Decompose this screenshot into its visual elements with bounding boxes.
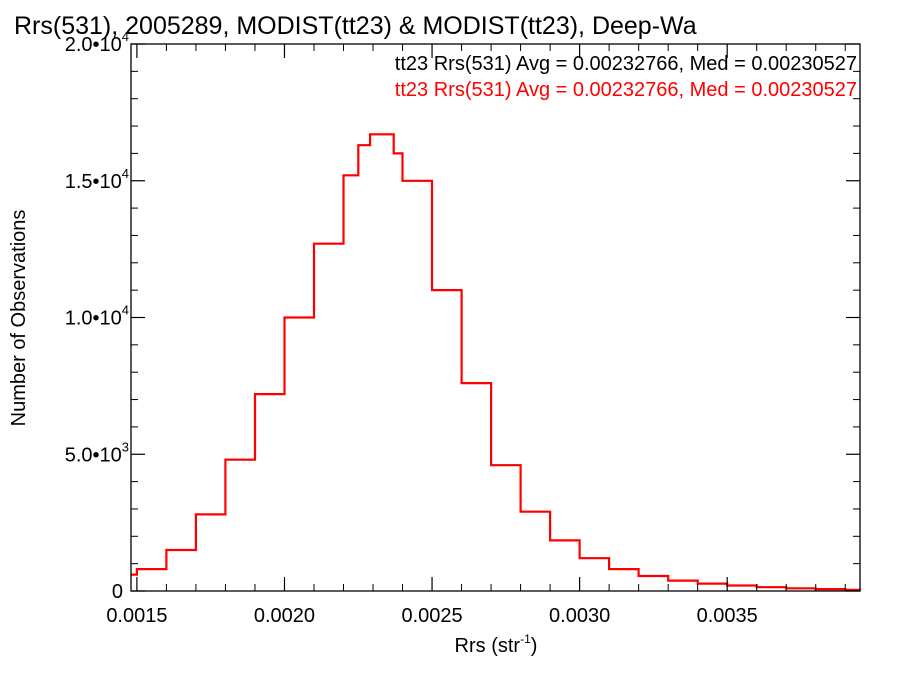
y-axis-label: Number of Observations [8, 210, 30, 427]
x-tick-label: 0.0030 [549, 605, 610, 627]
x-tick-label: 0.0020 [254, 605, 315, 627]
chart-title: Rrs(531), 2005289, MODIST(tt23) & MODIST… [14, 12, 697, 40]
plot-frame [130, 43, 861, 592]
y-tick-label: 5.0•103 [65, 439, 129, 466]
x-axis-label-text: Rrs (str [455, 635, 521, 657]
series-line-black [131, 133, 861, 591]
x-tick-label: 0.0035 [697, 605, 758, 627]
legend: tt23 Rrs(531) Avg = 0.00232766, Med = 0.… [395, 53, 857, 101]
y-tick-label: 1.5•104 [65, 166, 129, 193]
x-tick-label: 0.0025 [401, 605, 462, 627]
x-axis-label-superscript: -1 [520, 632, 531, 646]
series-layer [131, 133, 862, 591]
legend-entry-red: tt23 Rrs(531) Avg = 0.00232766, Med = 0.… [395, 79, 857, 101]
y-axis: 0 5.0•103 1.0•104 1.5•104 2.0•104 [65, 29, 860, 603]
series-line-red [131, 133, 862, 591]
x-axis-label-close: ) [531, 635, 538, 657]
y-tick-label: 0 [112, 581, 123, 603]
x-axis-label: Rrs (str-1) [455, 632, 538, 657]
y-tick-label: 2.0•104 [65, 29, 129, 56]
legend-entry-black: tt23 Rrs(531) Avg = 0.00232766, Med = 0.… [395, 53, 857, 75]
y-tick-label: 1.0•104 [65, 303, 129, 330]
x-axis: 0.0015 0.0020 0.0025 0.0030 0.0035 [106, 44, 846, 627]
x-tick-label: 0.0015 [106, 605, 167, 627]
